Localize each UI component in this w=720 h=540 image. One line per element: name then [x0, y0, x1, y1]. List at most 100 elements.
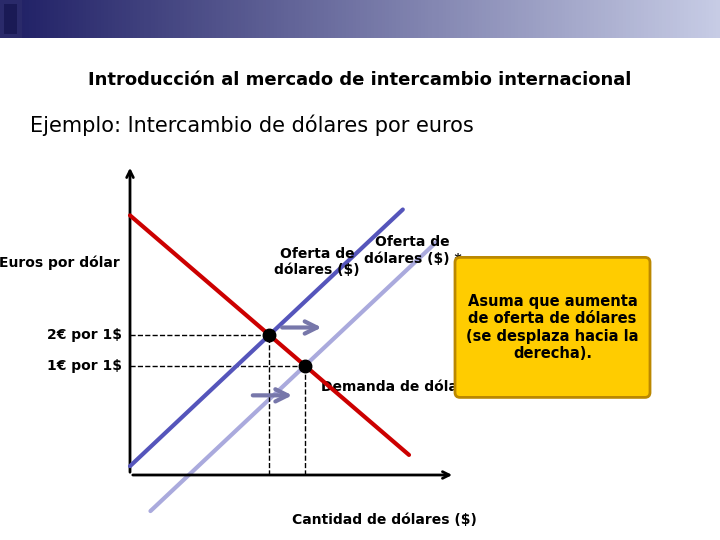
Bar — [634, 0, 638, 38]
Bar — [544, 0, 548, 38]
Bar — [385, 0, 390, 38]
Bar — [659, 0, 663, 38]
Bar — [4, 4, 17, 34]
Bar — [126, 0, 130, 38]
Bar — [396, 0, 400, 38]
Bar — [677, 0, 681, 38]
Bar — [436, 0, 440, 38]
Bar — [378, 0, 382, 38]
Bar — [284, 0, 289, 38]
Bar — [198, 0, 202, 38]
Bar — [392, 0, 397, 38]
Bar — [641, 0, 645, 38]
Bar — [112, 0, 116, 38]
Bar — [443, 0, 447, 38]
Bar — [216, 0, 220, 38]
Bar — [4, 0, 8, 38]
Bar — [320, 0, 325, 38]
Bar — [313, 0, 318, 38]
Bar — [389, 0, 393, 38]
Bar — [137, 0, 141, 38]
Bar — [576, 0, 580, 38]
Bar — [522, 0, 526, 38]
FancyBboxPatch shape — [455, 258, 650, 397]
Bar — [569, 0, 573, 38]
Bar — [7, 0, 12, 38]
Bar — [227, 0, 231, 38]
Bar — [191, 0, 195, 38]
Bar — [115, 0, 120, 38]
Text: Oferta de
dólares ($) *: Oferta de dólares ($) * — [364, 235, 462, 266]
Bar — [83, 0, 87, 38]
Bar — [248, 0, 253, 38]
Bar — [104, 0, 109, 38]
Bar — [97, 0, 102, 38]
Bar — [299, 0, 303, 38]
Bar — [680, 0, 685, 38]
Bar — [295, 0, 300, 38]
Bar — [702, 0, 706, 38]
Bar — [454, 0, 458, 38]
Bar — [101, 0, 105, 38]
Bar — [490, 0, 494, 38]
Bar — [256, 0, 260, 38]
Bar — [468, 0, 472, 38]
Bar — [364, 0, 368, 38]
Bar — [79, 0, 84, 38]
Bar — [238, 0, 242, 38]
Bar — [475, 0, 480, 38]
Bar — [133, 0, 138, 38]
Bar — [511, 0, 516, 38]
Bar — [698, 0, 703, 38]
Bar — [547, 0, 552, 38]
Bar — [580, 0, 584, 38]
Bar — [637, 0, 642, 38]
Bar — [360, 0, 364, 38]
Text: Introducción al mercado de intercambio internacional: Introducción al mercado de intercambio i… — [89, 71, 631, 89]
Bar — [533, 0, 537, 38]
Bar — [590, 0, 595, 38]
Bar — [144, 0, 148, 38]
Bar — [400, 0, 404, 38]
Bar — [353, 0, 357, 38]
Bar — [461, 0, 465, 38]
Bar — [598, 0, 602, 38]
Bar — [270, 0, 274, 38]
Bar — [356, 0, 361, 38]
Bar — [623, 0, 627, 38]
Bar — [500, 0, 505, 38]
Bar — [140, 0, 145, 38]
Bar — [245, 0, 249, 38]
Bar — [529, 0, 534, 38]
Bar — [65, 0, 69, 38]
Bar — [346, 0, 350, 38]
Bar — [328, 0, 332, 38]
Bar — [158, 0, 163, 38]
Bar — [169, 0, 174, 38]
Bar — [180, 0, 184, 38]
Bar — [76, 0, 80, 38]
Bar — [554, 0, 559, 38]
Bar — [68, 0, 73, 38]
Bar — [472, 0, 476, 38]
Bar — [317, 0, 321, 38]
Bar — [551, 0, 555, 38]
Bar — [616, 0, 620, 38]
Bar — [306, 0, 310, 38]
Bar — [302, 0, 307, 38]
Bar — [626, 0, 631, 38]
Bar — [58, 0, 62, 38]
Bar — [338, 0, 343, 38]
Bar — [716, 0, 720, 38]
Bar — [644, 0, 649, 38]
Bar — [713, 0, 717, 38]
Bar — [94, 0, 98, 38]
Text: Cantidad de dólares ($): Cantidad de dólares ($) — [292, 513, 477, 527]
Bar — [205, 0, 210, 38]
Bar — [342, 0, 346, 38]
Bar — [508, 0, 512, 38]
Bar — [61, 0, 66, 38]
Bar — [670, 0, 674, 38]
Bar — [72, 0, 76, 38]
Bar — [22, 0, 26, 38]
